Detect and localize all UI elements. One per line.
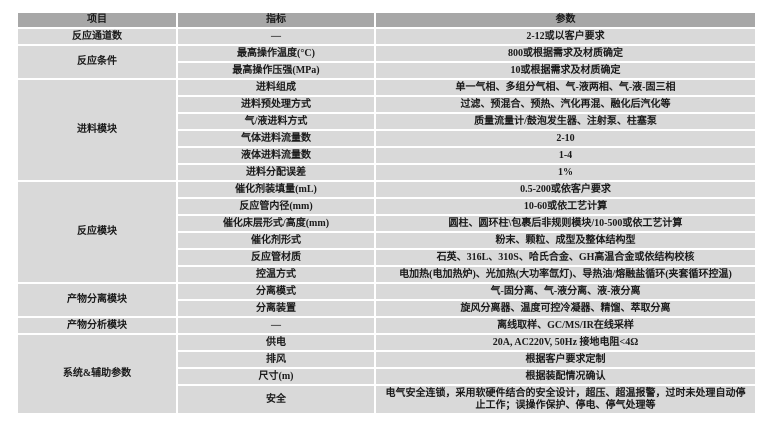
param-cell: 根据客户要求定制 [376,352,755,367]
group-cell: 产物分离模块 [18,284,176,316]
table-row: 反应条件 最高操作温度(°C) 800或根据需求及材质确定 [18,46,755,78]
header-indicator: 指标 [178,13,374,27]
param-cell: 2-12或以客户要求 [376,29,755,44]
indicator-cell: 反应管材质 [178,250,374,265]
indicator-cell: 液体进料流量数 [178,148,374,163]
table-row: 催化剂形式 粉末、颗粒、成型及整体结构型 [18,233,755,248]
param-cell: 电气安全连锁，采用软硬件结合的安全设计，超压、超温报警，过时未处理自动停止工作；… [376,386,755,413]
table-row: 反应通道数 — 2-12或以客户要求 [18,29,755,44]
param-cell: 10或根据需求及材质确定 [376,63,755,78]
param-cell: 电加热(电加热炉)、光加热(大功率氙灯)、导热油/熔融盐循环(夹套循环控温) [376,267,755,282]
table-row: 反应模块 催化剂装填量(mL) 0.5-200或依客户要求 [18,182,755,282]
indicator-cell: 排风 [178,352,374,367]
table-row: 产物分析模块 — 离线取样、GC/MS/IR在线采样 [18,318,755,333]
indicator-cell: — [178,29,374,44]
param-cell: 石英、316L、310S、哈氏合金、GH高温合金或依结构校核 [376,250,755,265]
group-cell: 系统&辅助参数 [18,335,176,413]
table-row: 进料分配误差 1% [18,165,755,180]
group-cell: 反应通道数 [18,29,176,44]
table-row: 反应管材质 石英、316L、310S、哈氏合金、GH高温合金或依结构校核 [18,250,755,265]
table-row: 产物分离模块 分离模式 气-固分离、气-液分离、液-液分离 [18,284,755,316]
indicator-cell: 气/液进料方式 [178,114,374,129]
param-cell: 粉末、颗粒、成型及整体结构型 [376,233,755,248]
param-cell: 800或根据需求及材质确定 [376,46,755,61]
param-cell: 单一气相、多组分气相、气-液两相、气-液-固三相 [376,80,755,95]
table-row: 气体进料流量数 2-10 [18,131,755,146]
table-row: 进料模块 进料组成 单一气相、多组分气相、气-液两相、气-液-固三相 [18,80,755,180]
param-cell: 2-10 [376,131,755,146]
table-row: 最高操作压强(MPa) 10或根据需求及材质确定 [18,63,755,78]
indicator-cell: — [178,318,374,333]
spec-table: 项目 指标 参数 反应通道数 — 2-12或以客户要求 反应条件 最高操作温度(… [16,11,757,415]
indicator-cell: 气体进料流量数 [178,131,374,146]
table-row: 催化床层形式/高度(mm) 圆柱、圆环柱\包裹后非规则模块/10-500或依工艺… [18,216,755,231]
param-cell: 质量流量计/鼓泡发生器、注射泵、柱塞泵 [376,114,755,129]
param-cell: 旋风分离器、温度可控冷凝器、精馏、萃取分离 [376,301,755,316]
indicator-cell: 催化床层形式/高度(mm) [178,216,374,231]
indicator-cell: 控温方式 [178,267,374,282]
param-cell: 10-60或依工艺计算 [376,199,755,214]
group-cell: 进料模块 [18,80,176,180]
indicator-cell: 最高操作温度(°C) [178,46,374,61]
indicator-cell: 最高操作压强(MPa) [178,63,374,78]
group-cell: 反应条件 [18,46,176,78]
page: 项目 指标 参数 反应通道数 — 2-12或以客户要求 反应条件 最高操作温度(… [16,11,757,415]
table-row: 安全 电气安全连锁，采用软硬件结合的安全设计，超压、超温报警，过时未处理自动停止… [18,386,755,413]
header-row: 项目 指标 参数 [18,13,755,27]
table-row: 尺寸(m) 根据装配情况确认 [18,369,755,384]
param-cell: 过滤、预混合、预热、汽化再混、融化后汽化等 [376,97,755,112]
indicator-cell: 反应管内径(mm) [178,199,374,214]
table-row: 进料预处理方式 过滤、预混合、预热、汽化再混、融化后汽化等 [18,97,755,112]
indicator-cell: 催化剂装填量(mL) [178,182,374,197]
param-cell: 离线取样、GC/MS/IR在线采样 [376,318,755,333]
group-cell: 反应模块 [18,182,176,282]
table-row: 排风 根据客户要求定制 [18,352,755,367]
param-cell: 圆柱、圆环柱\包裹后非规则模块/10-500或依工艺计算 [376,216,755,231]
param-cell: 根据装配情况确认 [376,369,755,384]
param-cell: 1-4 [376,148,755,163]
param-cell: 1% [376,165,755,180]
table-row: 反应管内径(mm) 10-60或依工艺计算 [18,199,755,214]
group-cell: 产物分析模块 [18,318,176,333]
header-item: 项目 [18,13,176,27]
param-cell: 气-固分离、气-液分离、液-液分离 [376,284,755,299]
indicator-cell: 分离装置 [178,301,374,316]
param-cell: 0.5-200或依客户要求 [376,182,755,197]
param-cell: 20A, AC220V, 50Hz 接地电阻<4Ω [376,335,755,350]
indicator-cell: 安全 [178,386,374,413]
indicator-cell: 催化剂形式 [178,233,374,248]
indicator-cell: 尺寸(m) [178,369,374,384]
header-param: 参数 [376,13,755,27]
table-row: 控温方式 电加热(电加热炉)、光加热(大功率氙灯)、导热油/熔融盐循环(夹套循环… [18,267,755,282]
table-row: 气/液进料方式 质量流量计/鼓泡发生器、注射泵、柱塞泵 [18,114,755,129]
indicator-cell: 供电 [178,335,374,350]
table-row: 系统&辅助参数 供电 20A, AC220V, 50Hz 接地电阻<4Ω [18,335,755,413]
indicator-cell: 进料组成 [178,80,374,95]
table-row: 液体进料流量数 1-4 [18,148,755,163]
indicator-cell: 分离模式 [178,284,374,299]
indicator-cell: 进料分配误差 [178,165,374,180]
table-row: 分离装置 旋风分离器、温度可控冷凝器、精馏、萃取分离 [18,301,755,316]
indicator-cell: 进料预处理方式 [178,97,374,112]
